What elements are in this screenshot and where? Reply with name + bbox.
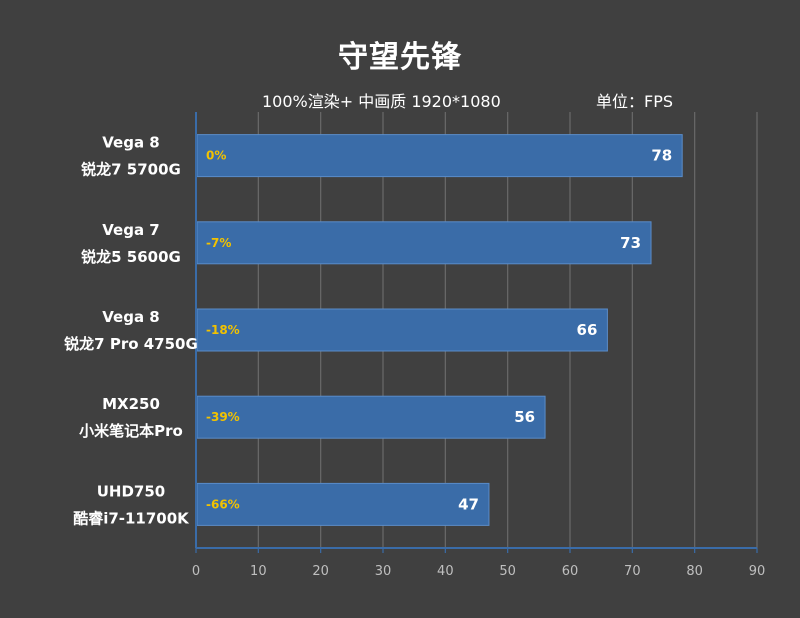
category-label-cpu: 锐龙7 Pro 4750G	[64, 335, 198, 353]
x-tick-label: 0	[192, 564, 200, 579]
x-tick-label: 60	[562, 564, 579, 579]
category-label-gpu: Vega 8	[102, 134, 159, 152]
bar-value-label: 47	[458, 495, 479, 513]
bar	[196, 482, 490, 526]
x-tick-label: 20	[312, 564, 329, 579]
category-label-gpu: UHD750	[97, 482, 166, 500]
x-tick-label: 80	[686, 564, 703, 579]
bar	[196, 395, 546, 439]
category-label-gpu: MX250	[102, 395, 160, 413]
x-tick-label: 70	[624, 564, 641, 579]
bar-value-label: 73	[620, 234, 641, 252]
category-label-cpu: 酷睿i7-11700K	[73, 509, 190, 527]
bar-percent-label: -66%	[206, 497, 240, 511]
category-label-gpu: Vega 8	[102, 308, 159, 326]
chart-subtitle: 100%渲染+ 中画质 1920*1080	[262, 92, 501, 111]
bar-percent-label: 0%	[206, 149, 226, 163]
labels: 0 10 20 30 40 50 60 70 80 90 78 0% Vega 8 锐龙7 5700G 73…	[64, 134, 765, 579]
bar	[196, 221, 652, 265]
category-label-cpu: 小米笔记本Pro	[79, 422, 183, 440]
chart-title: 守望先锋	[338, 40, 462, 75]
bar-value-label: 56	[514, 408, 535, 426]
bar-percent-label: -7%	[206, 236, 231, 250]
bar-percent-label: -39%	[206, 410, 240, 424]
bar	[196, 134, 683, 178]
chart-unit-label: 单位：FPS	[596, 92, 674, 111]
bar-value-label: 78	[651, 147, 672, 165]
category-label-cpu: 锐龙7 5700G	[81, 161, 181, 179]
bars	[196, 134, 683, 526]
bar-value-label: 66	[577, 321, 598, 339]
bar-percent-label: -18%	[206, 323, 240, 337]
x-tick-label: 40	[437, 564, 454, 579]
x-tick-label: 30	[375, 564, 392, 579]
category-label-gpu: Vega 7	[102, 221, 159, 239]
category-label-cpu: 锐龙5 5600G	[81, 248, 181, 266]
x-tick-label: 50	[499, 564, 516, 579]
x-tick-label: 10	[250, 564, 267, 579]
axes	[195, 112, 758, 553]
bar	[196, 308, 608, 352]
x-tick-label: 90	[749, 564, 766, 579]
